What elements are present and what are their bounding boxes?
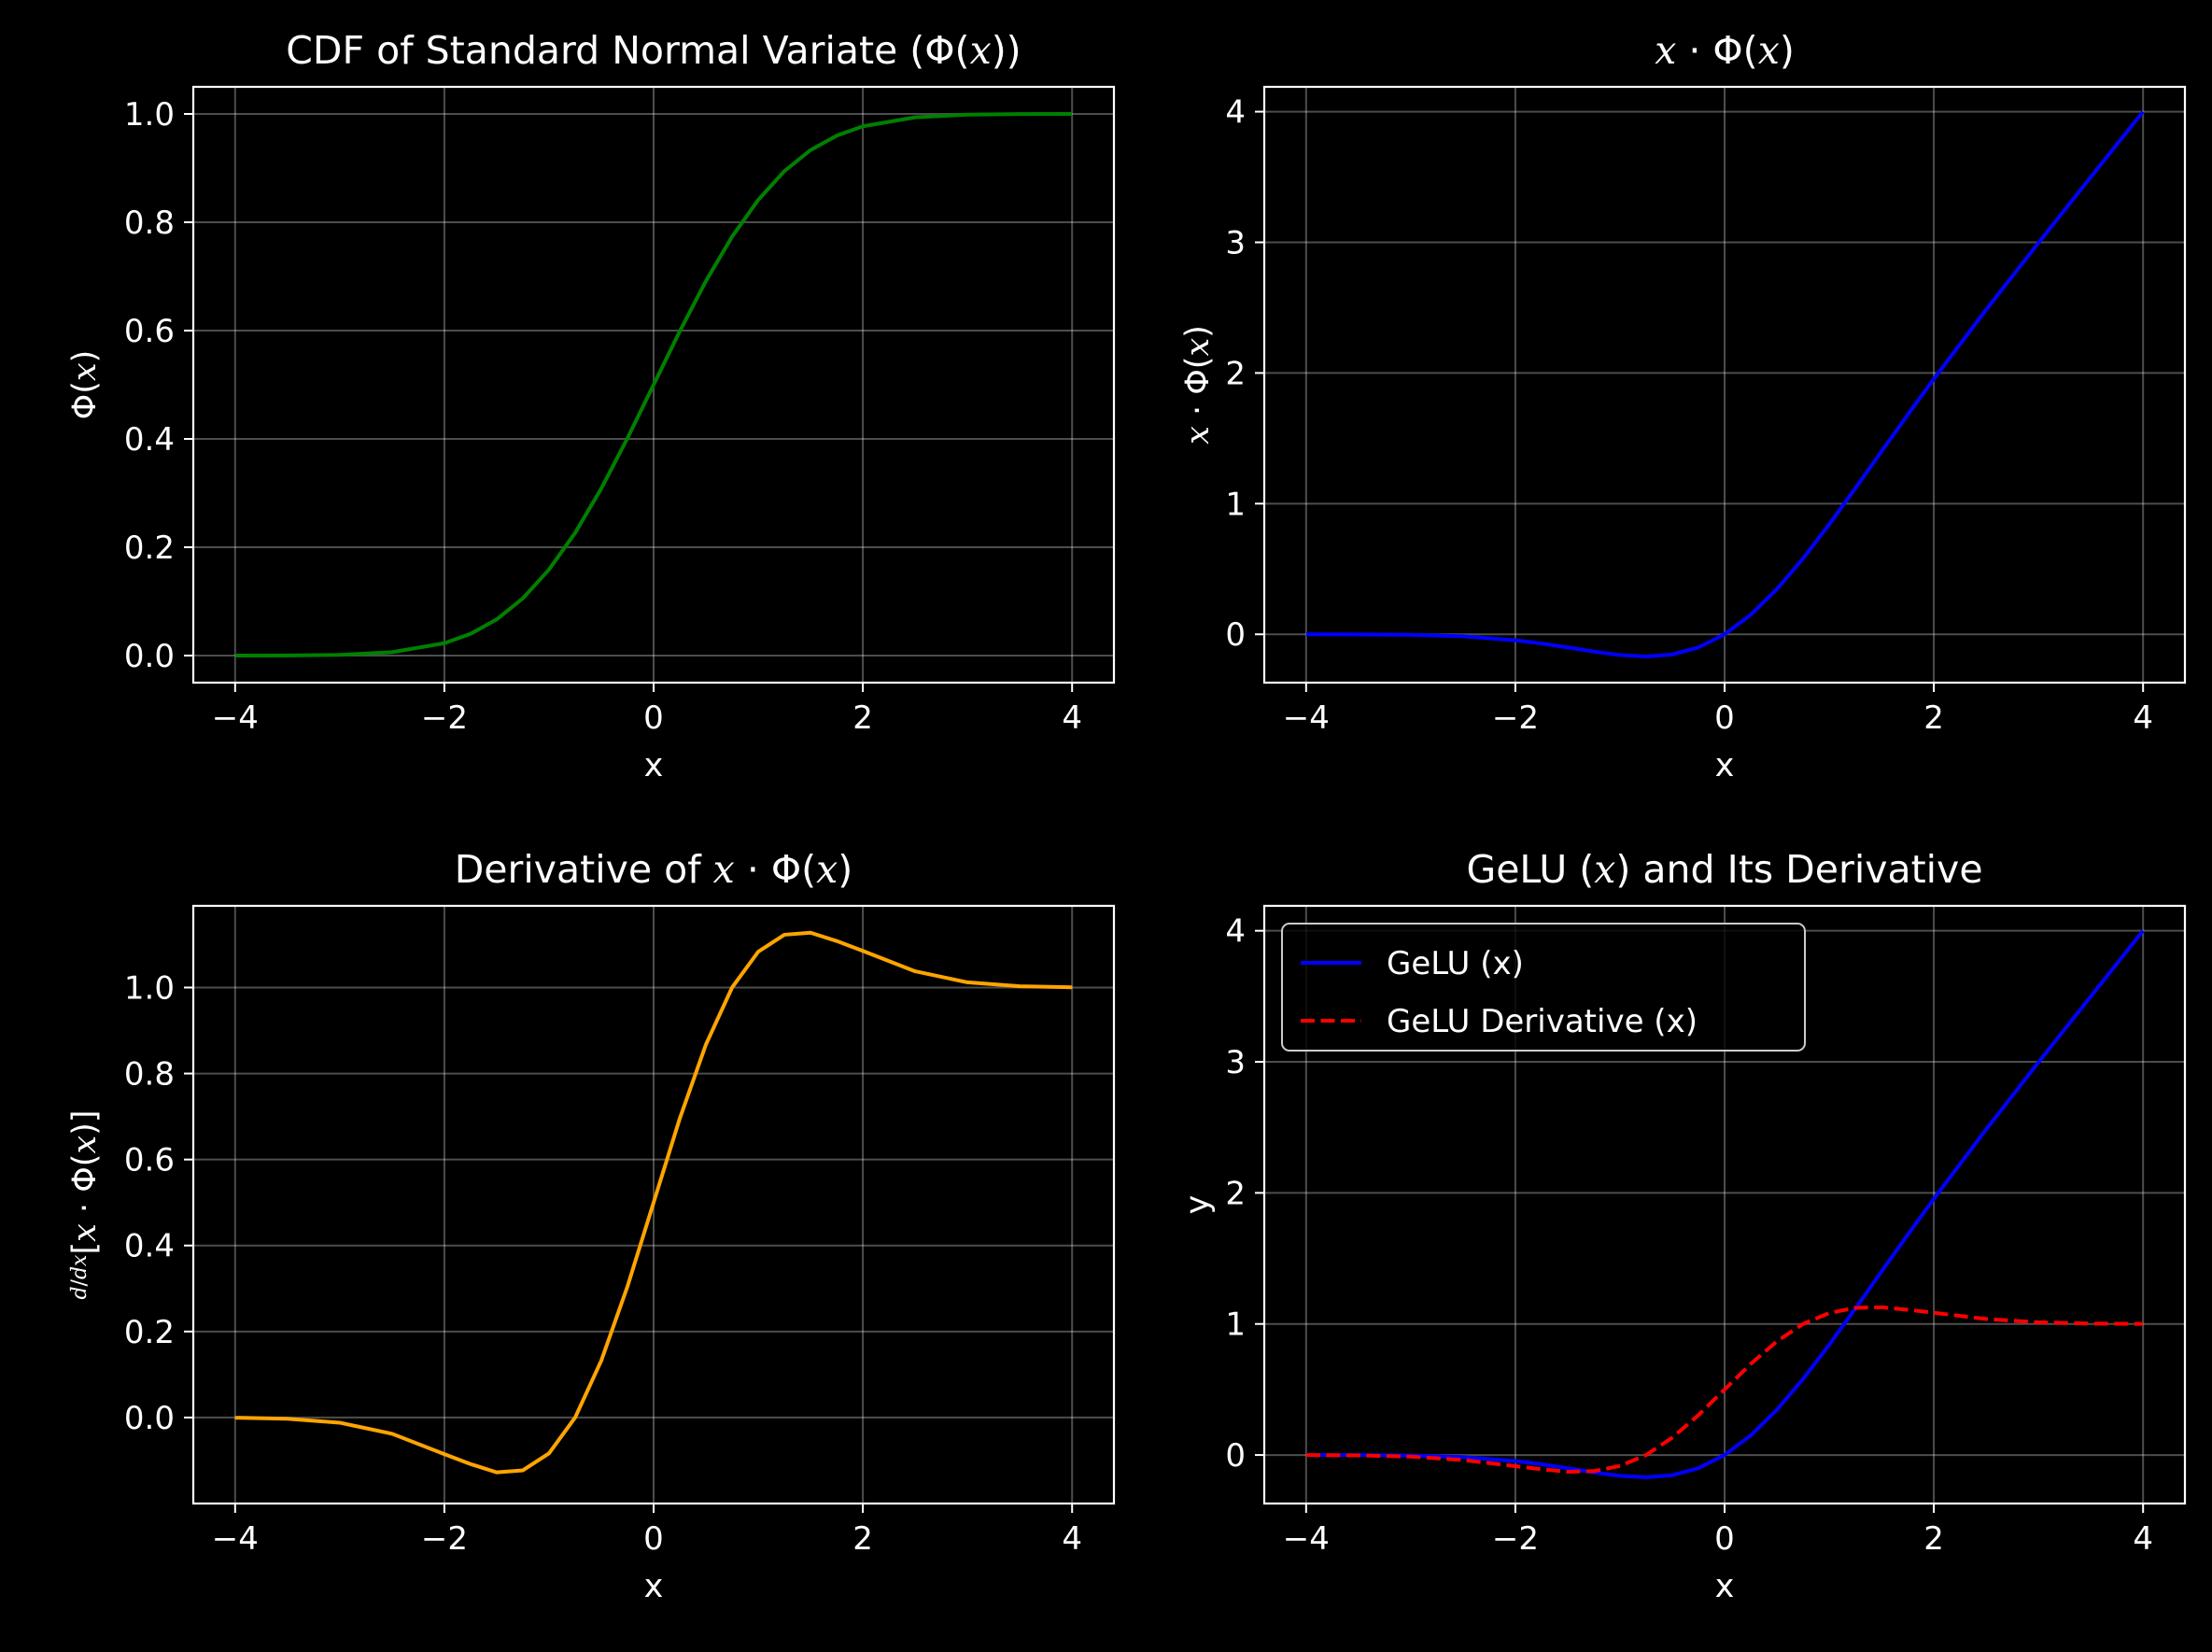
text-part: CDF of Standard Normal Variate (Φ( [286, 28, 969, 73]
text-part: ) [1780, 28, 1795, 73]
x-tick-label: 2 [1923, 1520, 1944, 1558]
y-tick-label: 0 [1225, 616, 1246, 654]
series-line-gelu-x- [1305, 929, 2145, 1479]
series-line-deriv-0 [234, 930, 1073, 1475]
y-tick-label: 2 [1225, 355, 1246, 392]
text-part: [ [66, 1242, 104, 1255]
text-part: / [68, 1278, 92, 1286]
y-tick-label: 0.8 [124, 205, 175, 242]
series-line-cdf-0 [234, 112, 1073, 657]
y-tick-label: 1 [1225, 1306, 1246, 1344]
x-axis-label: x [644, 747, 664, 784]
x-tick-label: 0 [643, 699, 664, 737]
text-part: GeLU ( [1466, 847, 1594, 892]
x-axis-label: x [1715, 1568, 1735, 1605]
x-tick-label: 4 [1062, 1520, 1082, 1558]
legend: GeLU (x) GeLU Derivative (x) [1281, 923, 1806, 1052]
text-part: x [66, 1136, 104, 1154]
legend-label: GeLU (x) [1387, 945, 1524, 982]
text-part: · Φ( [1179, 357, 1217, 427]
text-part: x [1179, 426, 1217, 445]
text-part: · Φ( [1676, 28, 1757, 73]
x-axis-label: x [1715, 747, 1735, 784]
y-tick-label: 1.0 [124, 96, 175, 134]
x-tick-label: −2 [421, 1520, 468, 1558]
text-part: )) [992, 28, 1021, 73]
y-tick-label: 0 [1225, 1437, 1246, 1475]
x-tick-label: −2 [421, 699, 468, 737]
text-part: ) [1179, 325, 1217, 338]
chart-title: GeLU (x) and Its Derivative [1466, 847, 1982, 892]
text-part: x [1179, 338, 1217, 357]
y-tick-label: 4 [1225, 913, 1246, 951]
chart-title: x · Φ(x) [1655, 28, 1795, 73]
x-tick-label: −2 [1492, 1520, 1539, 1558]
x-tick-label: 4 [2133, 1520, 2153, 1558]
x-tick-label: −4 [1283, 699, 1330, 737]
text-part: ) [66, 350, 104, 363]
legend-label: GeLU Derivative (x) [1387, 1003, 1698, 1040]
text-part: ) and Its Derivative [1615, 847, 1982, 892]
y-tick-label: 3 [1225, 1044, 1246, 1081]
chart-panel-deriv: −4 −2 0 2 40.00.20.40.60.81.0xd/dx[x · Φ(x)]… [66, 847, 1116, 1605]
x-tick-label: 2 [852, 699, 873, 737]
text-part: d [68, 1286, 92, 1299]
legend-box [1281, 923, 1806, 1052]
y-tick-label: 0.4 [124, 421, 175, 459]
text-part: · Φ( [66, 1154, 104, 1224]
y-tick-label: 2 [1225, 1175, 1246, 1212]
x-tick-label: 2 [1923, 699, 1944, 737]
y-tick-label: 0.6 [124, 1142, 175, 1179]
x-tick-label: 0 [1714, 1520, 1735, 1558]
text-part: x [816, 847, 838, 892]
y-tick-label: 0.0 [124, 638, 175, 675]
y-tick-label: 4 [1225, 94, 1246, 132]
y-tick-label: 0.2 [124, 1314, 175, 1351]
y-axis-label: y [1179, 1195, 1217, 1215]
chart-panel-cdf: −4 −2 0 2 40.00.20.40.60.81.0xΦ(x)CDF of Sta… [66, 28, 1116, 784]
text-part: Derivative of [455, 847, 713, 892]
text-part: x [713, 847, 735, 892]
chart-title: CDF of Standard Normal Variate (Φ(x)) [286, 28, 1021, 73]
y-tick-label: 0.2 [124, 529, 175, 567]
text-part: x [970, 28, 992, 73]
series-line-gelu-derivative-x- [1305, 1305, 2144, 1474]
text-part: Φ( [66, 381, 104, 419]
text-part: x [66, 1223, 104, 1242]
x-tick-label: 4 [1062, 699, 1082, 737]
y-axis-label: d/dx[x · Φ(x)] [66, 1109, 104, 1299]
x-tick-label: 2 [852, 1520, 873, 1558]
x-tick-label: 0 [1714, 699, 1735, 737]
x-tick-label: −4 [1283, 1520, 1330, 1558]
y-tick-label: 0.4 [124, 1228, 175, 1265]
text-part: x [1594, 847, 1615, 892]
x-tick-label: 0 [643, 1520, 664, 1558]
text-part: · Φ( [735, 847, 816, 892]
y-tick-label: 0.0 [124, 1400, 175, 1437]
plot-area [1264, 87, 2185, 683]
x-axis-label: x [644, 1568, 664, 1605]
x-tick-label: 4 [2133, 699, 2153, 737]
y-tick-label: 0.8 [124, 1056, 175, 1094]
y-axis-label: Φ(x) [66, 350, 104, 420]
x-tick-label: −4 [212, 699, 259, 737]
chart-title: Derivative of x · Φ(x) [455, 847, 853, 892]
text-part: )] [66, 1109, 104, 1135]
series-line-xphi-0 [1305, 110, 2145, 659]
y-tick-label: 0.6 [124, 313, 175, 350]
y-tick-label: 1 [1225, 486, 1246, 523]
y-tick-label: 3 [1225, 224, 1246, 261]
text-part: ) [838, 847, 852, 892]
x-tick-label: −4 [212, 1520, 259, 1558]
text-part: x [1758, 28, 1780, 73]
x-tick-label: −2 [1492, 699, 1539, 737]
text-part: dx [68, 1254, 92, 1279]
y-tick-label: 1.0 [124, 969, 175, 1007]
text-part: x [1655, 28, 1676, 73]
text-part: x [66, 362, 104, 381]
y-axis-label: x · Φ(x) [1179, 325, 1217, 445]
